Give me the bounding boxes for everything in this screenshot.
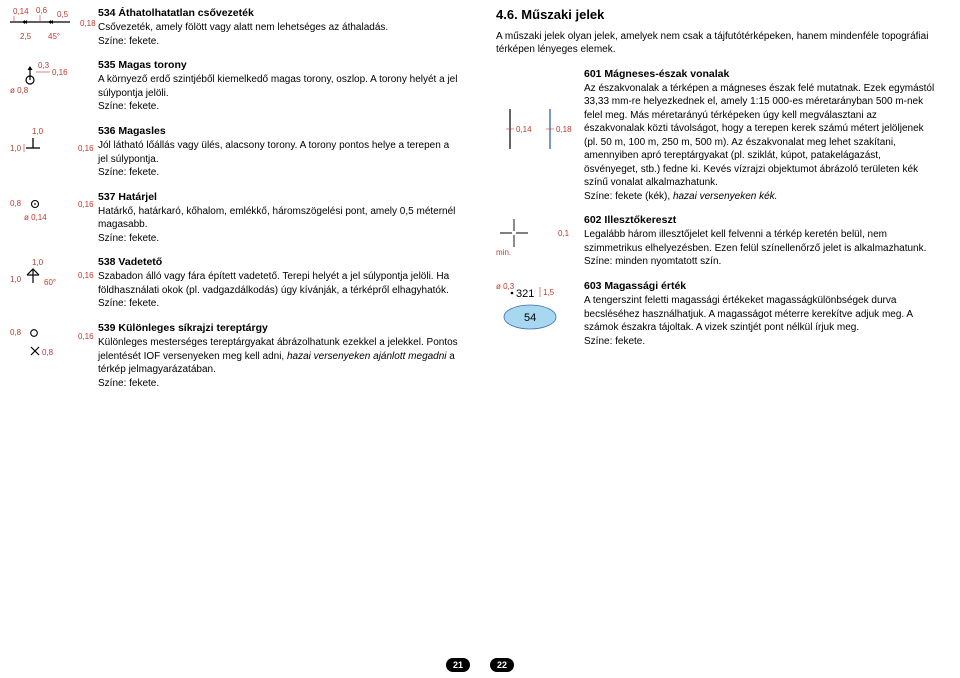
color-538: Színe: fekete. <box>98 297 460 311</box>
svg-text:0,16: 0,16 <box>78 200 94 209</box>
svg-text:ø 0,3: ø 0,3 <box>496 282 515 291</box>
svg-text:0,8: 0,8 <box>42 348 54 357</box>
entry-537: 0,8 ø 0,14 0,16 537 Határjel Határkő, ha… <box>10 190 460 246</box>
body-536: Jól látható lőállás vagy ülés, alacsony … <box>98 139 460 166</box>
entry-534: 0,14 0,6 0,5 2,5 45° 0,18 534 Áthatolhat… <box>10 6 460 48</box>
entry-535: 0,3 0,16 ø 0,8 535 Magas torony A környe… <box>10 58 460 114</box>
page-number-right: 22 <box>490 658 514 672</box>
svg-text:1,0: 1,0 <box>32 127 44 136</box>
color-602: Színe: minden nyomtatott szín. <box>584 255 936 269</box>
symbol-603: ø 0,3 321 1,5 54 <box>496 279 584 348</box>
title-603: 603 Magassági érték <box>584 279 936 293</box>
symbol-535: 0,3 0,16 ø 0,8 <box>10 58 98 114</box>
title-538: 538 Vadetető <box>98 255 460 269</box>
svg-text:0,18: 0,18 <box>80 19 96 28</box>
svg-text:0,5: 0,5 <box>57 10 69 19</box>
body-602: Legalább három illesztőjelet kell felven… <box>584 228 936 255</box>
svg-text:0,1: 0,1 <box>558 229 570 238</box>
body-537: Határkő, határkaró, kőhalom, emlékkő, há… <box>98 205 460 232</box>
page-number-left: 21 <box>446 658 470 672</box>
svg-text:0,16: 0,16 <box>78 332 94 341</box>
symbol-601: 0,14 0,18 <box>496 67 584 204</box>
svg-text:ø 0,14: ø 0,14 <box>24 213 47 222</box>
section-heading: 4.6. Műszaki jelek <box>496 6 936 24</box>
entry-538: 1,0 1,0 60° 0,16 538 Vadetető Szabadon á… <box>10 255 460 311</box>
color-539: Színe: fekete. <box>98 377 460 391</box>
svg-text:1,0: 1,0 <box>32 258 44 267</box>
title-601: 601 Mágneses-észak vonalak <box>584 67 936 81</box>
left-page: 0,14 0,6 0,5 2,5 45° 0,18 534 Áthatolhat… <box>0 0 480 678</box>
color-537: Színe: fekete. <box>98 232 460 246</box>
svg-text:0,16: 0,16 <box>78 144 94 153</box>
svg-text:45°: 45° <box>48 32 60 41</box>
entry-603: ø 0,3 321 1,5 54 603 Magassági érték A t… <box>496 279 936 348</box>
svg-text:0,3: 0,3 <box>38 61 50 70</box>
svg-text:0,16: 0,16 <box>52 68 68 77</box>
body-534: Csővezeték, amely fölött vagy alatt nem … <box>98 21 460 35</box>
svg-text:54: 54 <box>524 312 536 324</box>
svg-text:2,5: 2,5 <box>20 32 32 41</box>
symbol-536: 1,0 1,0 0,16 <box>10 124 98 180</box>
entry-539: 0,8 0,8 0,16 539 Különleges síkrajzi ter… <box>10 321 460 390</box>
title-537: 537 Határjel <box>98 190 460 204</box>
body-539: Különleges mesterséges tereptárgyakat áb… <box>98 336 460 377</box>
entry-602: min. 4 mm 0,1 602 Illesztőkereszt Legalá… <box>496 213 936 269</box>
entry-536: 1,0 1,0 0,16 536 Magasles Jól látható lő… <box>10 124 460 180</box>
symbol-539: 0,8 0,8 0,16 <box>10 321 98 390</box>
section-intro: A műszaki jelek olyan jelek, amelyek nem… <box>496 30 936 57</box>
svg-text:1,5: 1,5 <box>543 288 555 297</box>
svg-text:0,14: 0,14 <box>13 7 29 16</box>
color-601: Színe: fekete (kék), hazai versenyeken k… <box>584 190 936 204</box>
right-page: 4.6. Műszaki jelek A műszaki jelek olyan… <box>480 0 960 678</box>
body-535: A környező erdő szintjéből kiemelkedő ma… <box>98 73 460 100</box>
title-535: 535 Magas torony <box>98 58 460 72</box>
color-603: Színe: fekete. <box>584 335 936 349</box>
title-602: 602 Illesztőkereszt <box>584 213 936 227</box>
svg-text:0,14: 0,14 <box>516 125 532 134</box>
svg-text:0,16: 0,16 <box>78 271 94 280</box>
svg-text:0,6: 0,6 <box>36 6 48 15</box>
svg-text:0,8: 0,8 <box>10 199 22 208</box>
symbol-602: min. 4 mm 0,1 <box>496 213 584 269</box>
color-536: Színe: fekete. <box>98 166 460 180</box>
color-535: Színe: fekete. <box>98 100 460 114</box>
symbol-534: 0,14 0,6 0,5 2,5 45° 0,18 <box>10 6 98 48</box>
svg-text:321: 321 <box>516 288 534 300</box>
symbol-538: 1,0 1,0 60° 0,16 <box>10 255 98 311</box>
entry-601: 0,14 0,18 601 Mágneses-észak vonalak Az … <box>496 67 936 204</box>
color-534: Színe: fekete. <box>98 35 460 49</box>
body-538: Szabadon álló vagy fára épített vadetető… <box>98 270 460 297</box>
svg-text:1,0: 1,0 <box>10 275 22 284</box>
body-603: A tengerszint feletti magassági értékeke… <box>584 294 936 335</box>
svg-text:4 mm: 4 mm <box>496 256 516 257</box>
svg-text:0,8: 0,8 <box>10 328 22 337</box>
title-536: 536 Magasles <box>98 124 460 138</box>
svg-text:1,0: 1,0 <box>10 144 22 153</box>
svg-text:ø 0,8: ø 0,8 <box>10 86 29 95</box>
svg-text:60°: 60° <box>44 278 56 287</box>
title-534: 534 Áthatolhatatlan csővezeték <box>98 6 460 20</box>
symbol-537: 0,8 ø 0,14 0,16 <box>10 190 98 246</box>
svg-text:0,18: 0,18 <box>556 125 572 134</box>
body-601: Az északvonalak a térképen a mágneses és… <box>584 82 936 190</box>
title-539: 539 Különleges síkrajzi tereptárgy <box>98 321 460 335</box>
